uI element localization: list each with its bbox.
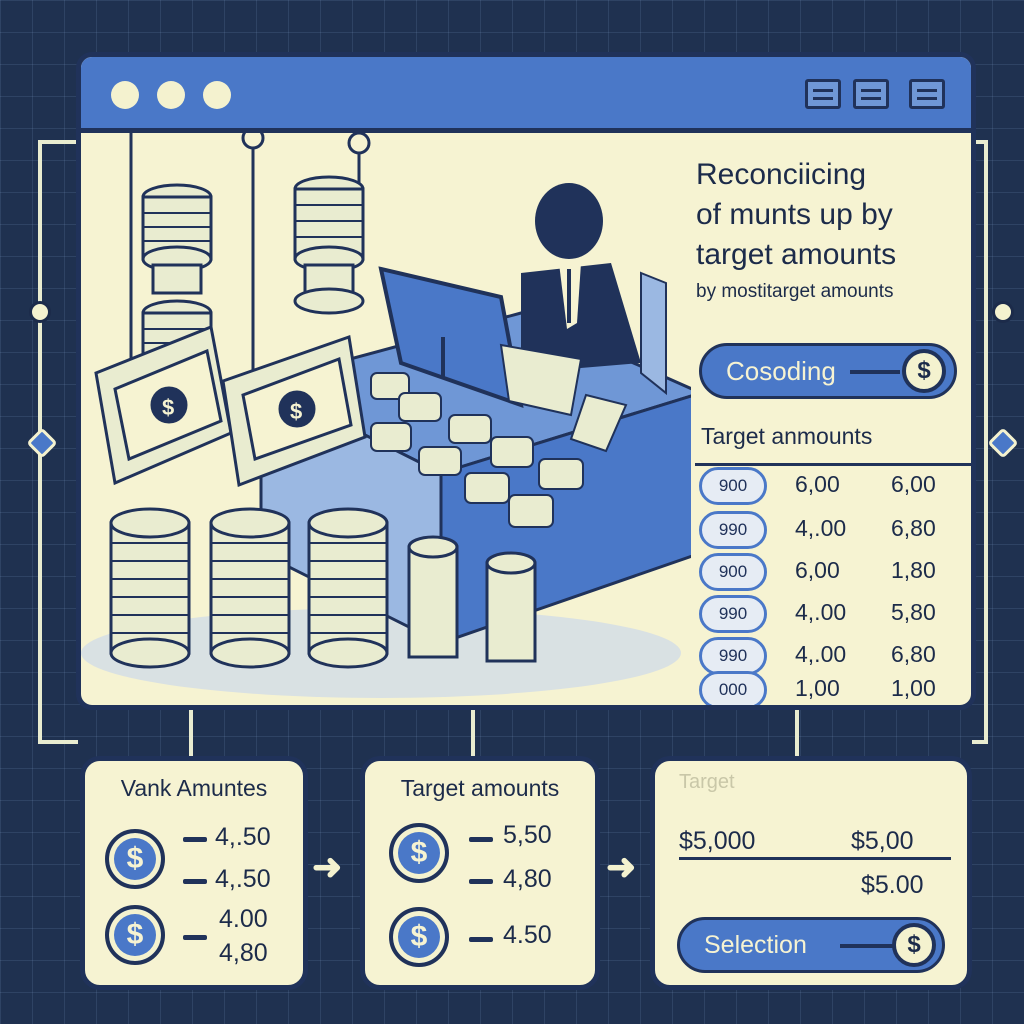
connector-right-bottom: [972, 740, 988, 744]
dollar-icon: $: [389, 823, 449, 883]
selection-card-title: Target: [679, 771, 735, 793]
connector-card-middle: [471, 705, 475, 760]
row-tag: 900: [699, 467, 767, 505]
connector-left-top: [38, 140, 78, 144]
menu-icon-2[interactable]: [853, 79, 889, 109]
amount: 4,.50: [215, 823, 271, 851]
menu-icon-1[interactable]: [805, 79, 841, 109]
svg-text:$: $: [162, 395, 174, 420]
amount: 4,80: [503, 865, 552, 893]
row-value-1: 4,.00: [795, 641, 847, 667]
right-node-circle: [992, 301, 1014, 323]
row-value-1: 6,00: [795, 471, 840, 497]
title-line-1: Reconciicing: [696, 158, 867, 191]
accounting-illustration: $ $: [81, 133, 691, 698]
row-tag: 990: [699, 595, 767, 633]
connector-right: [984, 140, 988, 740]
row-value-2: 6,80: [891, 515, 936, 541]
right-amount-1: $5,00: [851, 827, 914, 855]
subtitle: by mostitarget amounts: [696, 281, 894, 302]
row-value-1: 1,00: [795, 675, 840, 701]
dash: [469, 879, 493, 884]
selection-connector: [840, 944, 896, 948]
selection-divider: [679, 857, 951, 860]
table-row[interactable]: 900 6,00 1,80: [695, 553, 971, 593]
table-row[interactable]: 900 6,00 6,00: [695, 467, 971, 507]
window-dot-3[interactable]: [203, 81, 231, 109]
title-line-3: target amounts: [696, 238, 897, 271]
arrow-right-icon: ➜: [606, 846, 637, 887]
arrow-right-icon: ➜: [312, 846, 343, 887]
table-row[interactable]: 990 4,.00 6,80: [695, 637, 971, 677]
right-node-diamond: [987, 427, 1019, 459]
svg-text:$: $: [290, 399, 302, 424]
row-value-2: 6,80: [891, 641, 936, 667]
cosoding-label: Cosoding: [726, 356, 836, 386]
row-tag: 990: [699, 637, 767, 675]
selection-card: Target $5,000 $5,00 $5.00 Selection $: [650, 756, 972, 990]
selection-button[interactable]: Selection $: [677, 917, 945, 973]
dash: [183, 837, 207, 842]
menu-icon-3[interactable]: [909, 79, 945, 109]
target-amounts-label: Target anmounts: [701, 423, 873, 449]
amount: 4.50: [503, 921, 552, 949]
amount: 4.00: [219, 905, 268, 933]
target-amounts-title: Target amounts: [400, 775, 560, 801]
window-dot-1[interactable]: [111, 81, 139, 109]
table-row[interactable]: 990 4,.00 6,80: [695, 511, 971, 551]
row-value-2: 5,80: [891, 599, 936, 625]
row-value-1: 6,00: [795, 557, 840, 583]
dash: [183, 935, 207, 940]
connector-card-right: [795, 705, 799, 760]
amount: 4,.50: [215, 865, 271, 893]
amount: 5,50: [503, 821, 552, 849]
row-tag: 990: [699, 511, 767, 549]
right-amount-2: $5.00: [861, 871, 924, 899]
left-node-circle: [29, 301, 51, 323]
title-bar: [81, 57, 971, 133]
left-node-diamond: [26, 427, 58, 459]
row-tag: 000: [699, 671, 767, 705]
row-value-1: 4,.00: [795, 599, 847, 625]
target-amounts-card: Target amounts $ 5,50 4,80 $ 4.50: [360, 756, 600, 990]
page-title: Reconciicing of munts up by target amoun…: [696, 155, 971, 275]
target-divider: [695, 463, 971, 466]
dollar-icon: $: [902, 349, 946, 393]
pill-connector: [850, 370, 900, 374]
row-value-2: 6,00: [891, 471, 936, 497]
row-value-2: 1,00: [891, 675, 936, 701]
dollar-icon: $: [892, 923, 936, 967]
dash: [469, 837, 493, 842]
dash: [183, 879, 207, 884]
connector-left-bottom: [38, 740, 78, 744]
row-value-2: 1,80: [891, 557, 936, 583]
cosoding-button[interactable]: Cosoding $: [699, 343, 957, 399]
dollar-icon: $: [105, 829, 165, 889]
row-tag: 900: [699, 553, 767, 591]
dollar-icon: $: [105, 905, 165, 965]
title-line-2: of munts up by: [696, 198, 893, 231]
left-amount: $5,000: [679, 827, 756, 855]
bank-amounts-title: Vank Amuntes: [120, 775, 268, 801]
connector-card-left: [189, 705, 193, 760]
dollar-icon: $: [389, 907, 449, 967]
dash: [469, 937, 493, 942]
window-dot-2[interactable]: [157, 81, 185, 109]
amount: 4,80: [219, 939, 268, 967]
table-row[interactable]: 990 4,.00 5,80: [695, 595, 971, 635]
bank-amounts-card: Vank Amuntes $ 4,.50 4,.50 $ 4.00 4,80: [80, 756, 308, 990]
row-value-1: 4,.00: [795, 515, 847, 541]
table-row[interactable]: 000 1,00 1,00: [695, 671, 971, 705]
main-window: $ $ Reconciicing of munts up by target a: [76, 52, 976, 710]
connector-right-top: [972, 140, 988, 144]
selection-label: Selection: [704, 931, 807, 959]
